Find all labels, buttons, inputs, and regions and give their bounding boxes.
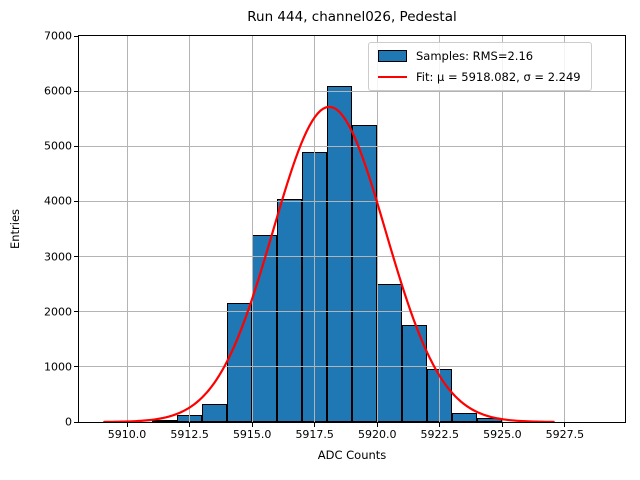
gridline-horizontal [79, 366, 625, 368]
gridline-horizontal [79, 145, 625, 147]
x-tick-label: 5910.0 [107, 428, 147, 441]
gridline-horizontal [79, 256, 625, 258]
fit-curve [103, 105, 555, 422]
histogram-bar [202, 404, 228, 422]
histogram-bar [377, 284, 403, 422]
y-tick-mark [74, 145, 78, 147]
x-tick-label: 5915.0 [232, 428, 272, 441]
gridline-horizontal [79, 200, 625, 202]
y-tick-mark [74, 35, 78, 37]
histogram-bar [252, 234, 278, 422]
y-tick-mark [74, 366, 78, 368]
histogram-swatch-icon [378, 50, 407, 62]
gridline-vertical [376, 36, 378, 422]
x-tick-mark [439, 423, 441, 427]
y-tick-mark [74, 256, 78, 258]
histogram-bar [152, 420, 178, 422]
x-tick-mark [501, 423, 503, 427]
histogram-bar [277, 198, 303, 422]
y-tick-label: 2000 [44, 305, 72, 319]
x-tick-mark [564, 423, 566, 427]
x-tick-label: 5925.0 [483, 428, 522, 441]
x-tick-label: 5920.0 [358, 428, 397, 441]
gaussian-fit-line [103, 105, 555, 422]
gridline-vertical [314, 36, 316, 422]
grid-layer [79, 36, 625, 422]
y-tick-label: 3000 [44, 250, 72, 264]
legend-label-samples: Samples: RMS=2.16 [416, 49, 534, 63]
legend-entry-fit: Fit: μ = 5918.082, σ = 2.249 [378, 70, 581, 84]
gridline-vertical [189, 36, 191, 422]
fit-line-icon [378, 75, 407, 79]
chart-title: Run 444, channel026, Pedestal [247, 9, 457, 25]
y-tick-mark [74, 200, 78, 202]
legend-label-fit: Fit: μ = 5918.082, σ = 2.249 [416, 70, 581, 84]
legend: Samples: RMS=2.16 Fit: μ = 5918.082, σ =… [368, 42, 592, 91]
y-tick-label: 5000 [44, 139, 72, 153]
gridline-vertical [126, 36, 128, 422]
gridline-horizontal [79, 90, 625, 92]
histogram-bar [452, 413, 478, 422]
y-tick-mark [74, 311, 78, 313]
y-tick-label: 6000 [44, 84, 72, 98]
y-tick-label: 0 [65, 415, 72, 429]
x-tick-label: 5927.5 [545, 428, 585, 441]
gridline-vertical [564, 36, 566, 422]
x-tick-mark [376, 423, 378, 427]
gridline-vertical [251, 36, 253, 422]
plot-area: Samples: RMS=2.16 Fit: μ = 5918.082, σ =… [78, 35, 626, 423]
y-tick-label: 4000 [44, 194, 72, 208]
x-tick-label: 5912.5 [170, 428, 209, 441]
gridline-vertical [501, 36, 503, 422]
x-tick-mark [251, 423, 253, 427]
gridline-vertical [439, 36, 441, 422]
y-tick-mark [74, 90, 78, 92]
x-tick-mark [189, 423, 191, 427]
histogram-bar [352, 124, 378, 422]
x-tick-mark [314, 423, 316, 427]
histogram-bar [227, 303, 253, 422]
y-tick-mark [74, 421, 78, 423]
y-tick-label: 1000 [44, 360, 72, 374]
histogram-bar [327, 86, 353, 422]
legend-entry-samples: Samples: RMS=2.16 [378, 49, 581, 63]
x-tick-label: 5917.5 [295, 428, 334, 441]
gridline-horizontal [79, 311, 625, 313]
x-tick-label: 5922.5 [420, 428, 460, 441]
y-axis-label: Entries [8, 208, 22, 250]
x-axis-label: ADC Counts [317, 448, 387, 462]
y-tick-label: 7000 [44, 29, 72, 43]
x-tick-mark [126, 423, 128, 427]
